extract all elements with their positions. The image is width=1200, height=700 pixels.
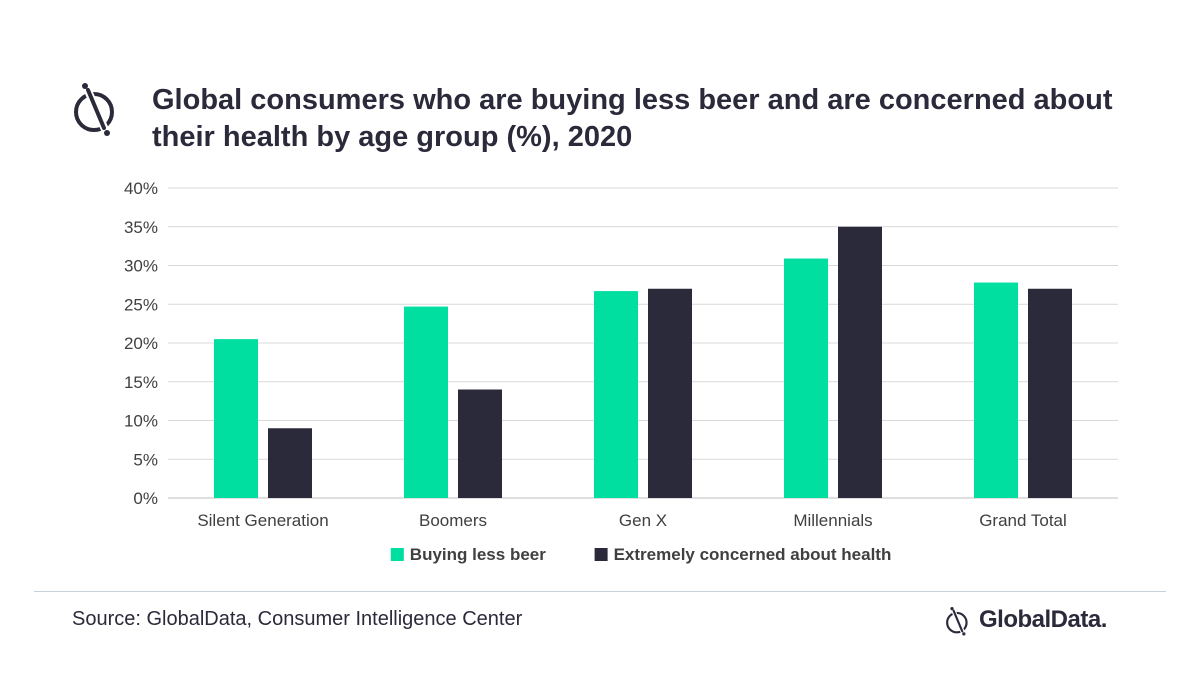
brand-logo: GlobalData. (945, 603, 1145, 639)
y-tick-label: 25% (124, 295, 158, 314)
y-tick-label: 20% (124, 334, 158, 353)
bar-concerned-about-health (1028, 288, 1072, 498)
brand-name: GlobalData. (979, 606, 1107, 633)
chart-title: Global consumers who are buying less bee… (152, 84, 1113, 153)
y-tick-label: 0% (133, 489, 158, 508)
legend-swatch (594, 548, 608, 561)
y-tick-label: 35% (124, 218, 158, 237)
bar-buying-less-beer (404, 306, 448, 498)
y-tick-label: 10% (124, 412, 158, 431)
bar-concerned-about-health (268, 428, 312, 498)
globaldata-logo-icon (946, 607, 968, 636)
legend-label: Buying less beer (410, 545, 546, 564)
legend-label: Extremely concerned about health (614, 545, 892, 564)
y-tick-label: 30% (124, 257, 158, 276)
y-tick-label: 5% (133, 450, 158, 469)
footer-divider (34, 591, 1166, 592)
bar-concerned-about-health (458, 389, 502, 498)
bar-chart: 0% 5% 10% 15% 20% 25% 30% 35% 40% Silent Generati… (124, 179, 1118, 564)
legend-swatch (390, 548, 404, 561)
globaldata-logo-icon (74, 83, 114, 136)
bar-concerned-about-health (838, 226, 882, 498)
x-tick-label: Silent Generation (197, 511, 328, 530)
bar-concerned-about-health (648, 288, 692, 498)
x-tick-label: Millennials (793, 511, 872, 530)
y-tick-label: 15% (124, 373, 158, 392)
bar-buying-less-beer (974, 282, 1018, 498)
x-tick-label: Gen X (619, 511, 667, 530)
source-note: Source: GlobalData, Consumer Intelligenc… (72, 608, 523, 630)
x-tick-label: Boomers (419, 511, 487, 530)
bar-buying-less-beer (594, 291, 638, 498)
bar-buying-less-beer (784, 258, 828, 498)
y-tick-label: 40% (124, 179, 158, 198)
bar-buying-less-beer (214, 339, 258, 498)
chart-header: Global consumers who are buying less bee… (72, 78, 1152, 158)
x-tick-label: Grand Total (979, 511, 1067, 530)
